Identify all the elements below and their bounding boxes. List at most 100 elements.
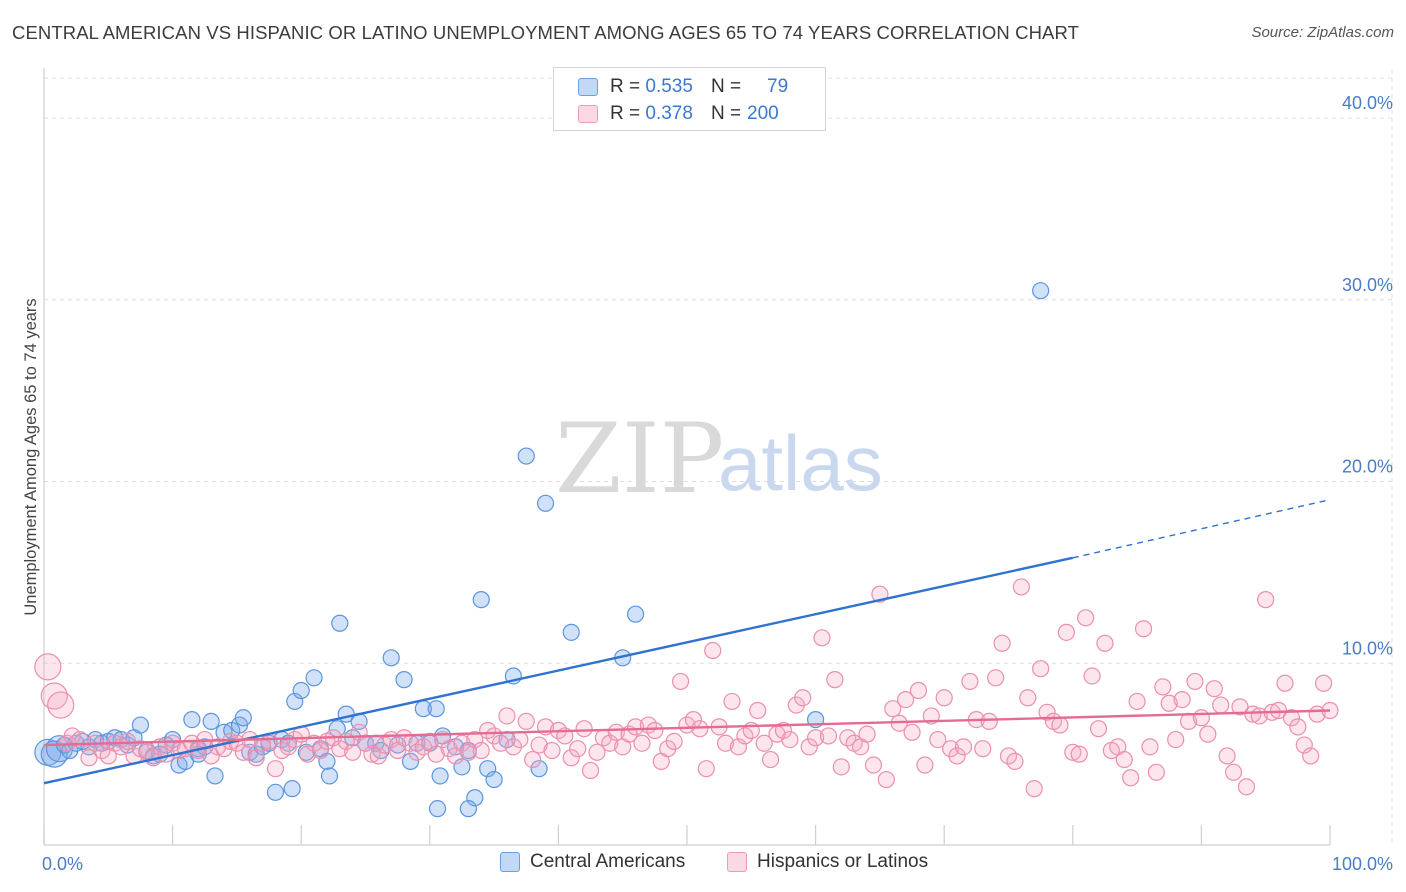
bottom-legend-label-central: Central Americans xyxy=(530,851,686,872)
hispanic-point-185 xyxy=(1231,698,1249,716)
hispanic-point-71 xyxy=(498,707,516,725)
hispanic-point-123 xyxy=(832,758,850,776)
hispanic-point-147 xyxy=(987,669,1005,687)
hispanic-point-150 xyxy=(1006,752,1024,770)
hispanic-point-184 xyxy=(1224,763,1243,781)
legend-r-label: R = xyxy=(610,76,641,97)
hispanic-point-51 xyxy=(369,747,387,765)
hispanic-point-47 xyxy=(344,743,362,761)
hispanic-point-146 xyxy=(980,712,998,731)
hispanic-point-196 xyxy=(1302,747,1320,765)
hispanic-point-88 xyxy=(607,723,625,741)
y-tick-label-10: 10.0% xyxy=(1342,638,1393,658)
bottom-legend-swatch-hispanic xyxy=(727,852,747,872)
hispanic-point-159 xyxy=(1064,743,1082,761)
hispanic-point-81 xyxy=(562,749,580,767)
central-point-80 xyxy=(428,800,447,818)
central-point-48 xyxy=(331,614,349,632)
hispanic-point-40 xyxy=(299,745,317,763)
hispanic-point-154 xyxy=(1032,660,1050,678)
central-point-73 xyxy=(517,447,535,465)
central-point-75 xyxy=(536,494,555,512)
legend-row-hispanic: R = 0.378 N = 200 xyxy=(578,101,779,127)
hispanic-point-97 xyxy=(665,732,683,751)
hispanic-point-84 xyxy=(581,761,600,780)
hispanic-point-183 xyxy=(1218,747,1236,765)
hispanic-point-76 xyxy=(530,736,548,754)
hispanic-point-111 xyxy=(755,734,773,752)
hispanic-point-50 xyxy=(363,745,381,763)
hispanic-point-112 xyxy=(761,750,780,769)
legend-swatch-central xyxy=(578,78,598,96)
hispanic-point-67 xyxy=(472,741,490,760)
central-point-57 xyxy=(395,671,413,689)
hispanic-point-163 xyxy=(1089,720,1108,738)
hispanic-point-110 xyxy=(749,701,767,720)
hispanic-point-180 xyxy=(1199,725,1217,743)
hispanic-point-141 xyxy=(948,747,966,765)
legend-n-label: N = xyxy=(710,103,742,124)
hispanic-point-128 xyxy=(864,756,883,774)
central-point-45 xyxy=(318,752,336,770)
y-axis-title: Unemployment Among Ages 65 to 74 years xyxy=(22,298,40,615)
central-point-40 xyxy=(286,692,304,711)
hispanic-point-74 xyxy=(517,712,535,731)
y-tick-label-40: 40.0% xyxy=(1342,93,1393,113)
central-point-69 xyxy=(472,591,490,609)
hispanic-point-120 xyxy=(813,629,831,647)
central-point-55 xyxy=(382,649,400,667)
watermark: ZIP atlas xyxy=(555,403,883,515)
hispanic-point-75 xyxy=(524,750,542,769)
hispanic-point-102 xyxy=(697,760,715,778)
hispanic-point-118 xyxy=(800,738,818,756)
hispanic-point-169 xyxy=(1128,692,1146,711)
data-points xyxy=(34,282,1339,818)
hispanic-point-164 xyxy=(1096,634,1114,652)
hispanic-point-139 xyxy=(935,689,953,707)
hispanic-point-117 xyxy=(794,689,812,707)
hispanic-point-155 xyxy=(1038,703,1056,721)
hispanic-point-194 xyxy=(1289,718,1307,736)
gridlines xyxy=(44,70,1393,845)
central-point-81 xyxy=(459,800,477,818)
hispanic-point-173 xyxy=(1154,678,1172,696)
central-point-78 xyxy=(626,605,645,623)
central-point-70 xyxy=(479,760,497,778)
hispanic-point-2 xyxy=(47,691,75,719)
legend-n-value-central: 79 xyxy=(767,76,789,97)
legend-n-label: N = xyxy=(710,76,742,97)
hispanic-point-198 xyxy=(1314,674,1333,692)
hispanic-point-187 xyxy=(1244,705,1262,723)
legend-r-label: R = xyxy=(610,103,641,124)
hispanic-point-181 xyxy=(1205,680,1223,698)
hispanic-point-107 xyxy=(729,738,748,756)
hispanic-point-91 xyxy=(626,718,645,736)
hispanic-point-0 xyxy=(34,653,62,681)
hispanic-point-160 xyxy=(1070,745,1088,763)
hispanic-point-121 xyxy=(819,727,838,745)
hispanic-point-6 xyxy=(80,749,98,767)
hispanic-point-161 xyxy=(1077,609,1095,627)
chart-title: CENTRAL AMERICAN VS HISPANIC OR LATINO U… xyxy=(12,22,1079,43)
hispanic-point-105 xyxy=(716,734,735,752)
hispanic-point-182 xyxy=(1212,696,1230,714)
hispanic-point-78 xyxy=(543,741,561,760)
legend-row-central: R = 0.535 N = 79 xyxy=(578,74,788,100)
hispanic-point-174 xyxy=(1160,694,1178,712)
central-point-41 xyxy=(292,681,310,700)
hispanic-point-168 xyxy=(1122,769,1140,787)
hispanic-point-119 xyxy=(806,729,825,747)
hispanic-point-64 xyxy=(453,734,471,752)
central-point-11 xyxy=(106,729,124,747)
central-point-23 xyxy=(183,710,201,729)
central-point-74 xyxy=(530,760,548,778)
legend-n-value-hispanic: 200 xyxy=(747,103,779,124)
legend-swatch-hispanic xyxy=(578,105,598,123)
axes xyxy=(43,68,1331,846)
central-point-36 xyxy=(266,783,285,801)
central-point-20 xyxy=(164,730,182,749)
hispanic-point-167 xyxy=(1115,750,1133,769)
bottom-legend-central: Central Americans xyxy=(500,851,685,873)
hispanic-point-94 xyxy=(646,721,664,740)
hispanic-point-35 xyxy=(266,760,285,778)
